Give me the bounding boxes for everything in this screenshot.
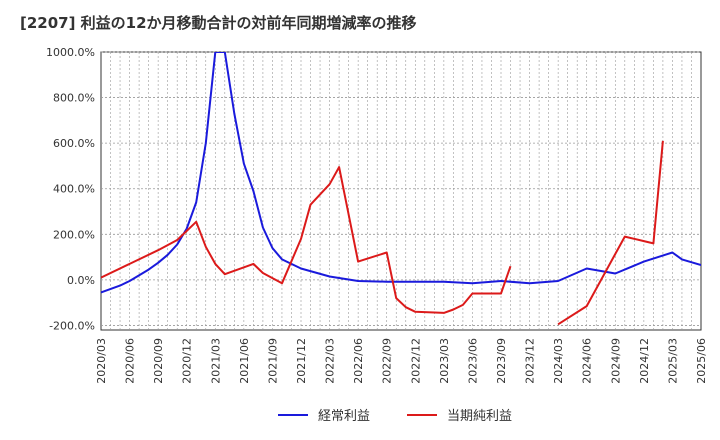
y-tick-label: 0.0%: [67, 274, 95, 287]
series-line-touki-jun-rieki: [557, 140, 664, 326]
x-tick-label: 2024/12: [638, 338, 651, 384]
x-tick-label: 2024/06: [581, 338, 594, 384]
x-tick-label: 2022/09: [381, 338, 394, 384]
y-tick-label: 400.0%: [53, 183, 95, 196]
plot-frame: [100, 51, 702, 331]
x-tick-label: 2023/09: [495, 338, 508, 384]
y-tick-label: 800.0%: [53, 92, 95, 105]
legend-label: 当期純利益: [447, 409, 512, 424]
y-tick-label: 1000.0%: [46, 46, 95, 59]
legend: 経常利益 当期純利益: [278, 409, 512, 424]
x-tick-label: 2021/06: [238, 338, 251, 384]
x-tick-label: 2021/12: [295, 338, 308, 384]
x-tick-label: 2023/03: [438, 338, 451, 384]
x-tick-label: 2022/03: [324, 338, 337, 384]
series-line-keijo-rieki: [101, 52, 701, 294]
x-tick-label: 2023/06: [466, 338, 479, 384]
grid-layer: [100, 51, 702, 331]
x-tick-label: 2020/03: [95, 338, 108, 384]
x-tick-label: 2024/09: [609, 338, 622, 384]
x-tick-label: 2025/06: [695, 338, 708, 384]
chart-title: [2207] 利益の12か月移動合計の対前年同期増減率の推移: [20, 14, 417, 32]
series-layer: [101, 52, 701, 326]
axis-layer: -200.0% 0.0% 200.0% 400.0% 600.0% 800.0% 1000.…: [46, 46, 708, 384]
series-line-touki-jun-rieki: [101, 166, 512, 314]
x-tick-label: 2022/12: [409, 338, 422, 384]
x-tick-label: 2020/09: [152, 338, 165, 384]
y-tick-label: 200.0%: [53, 228, 95, 241]
x-tick-label: 2025/03: [666, 338, 679, 384]
x-tick-label: 2022/06: [352, 338, 365, 384]
y-tick-label: -200.0%: [49, 319, 95, 332]
x-tick-label: 2021/09: [266, 338, 279, 384]
x-tick-label: 2020/06: [124, 338, 137, 384]
x-tick-label: 2024/03: [552, 338, 565, 384]
x-tick-label: 2023/12: [524, 338, 537, 384]
x-tick-label: 2021/03: [209, 338, 222, 384]
y-tick-label: 600.0%: [53, 137, 95, 150]
legend-label: 経常利益: [318, 409, 370, 424]
x-tick-label: 2020/12: [181, 338, 194, 384]
